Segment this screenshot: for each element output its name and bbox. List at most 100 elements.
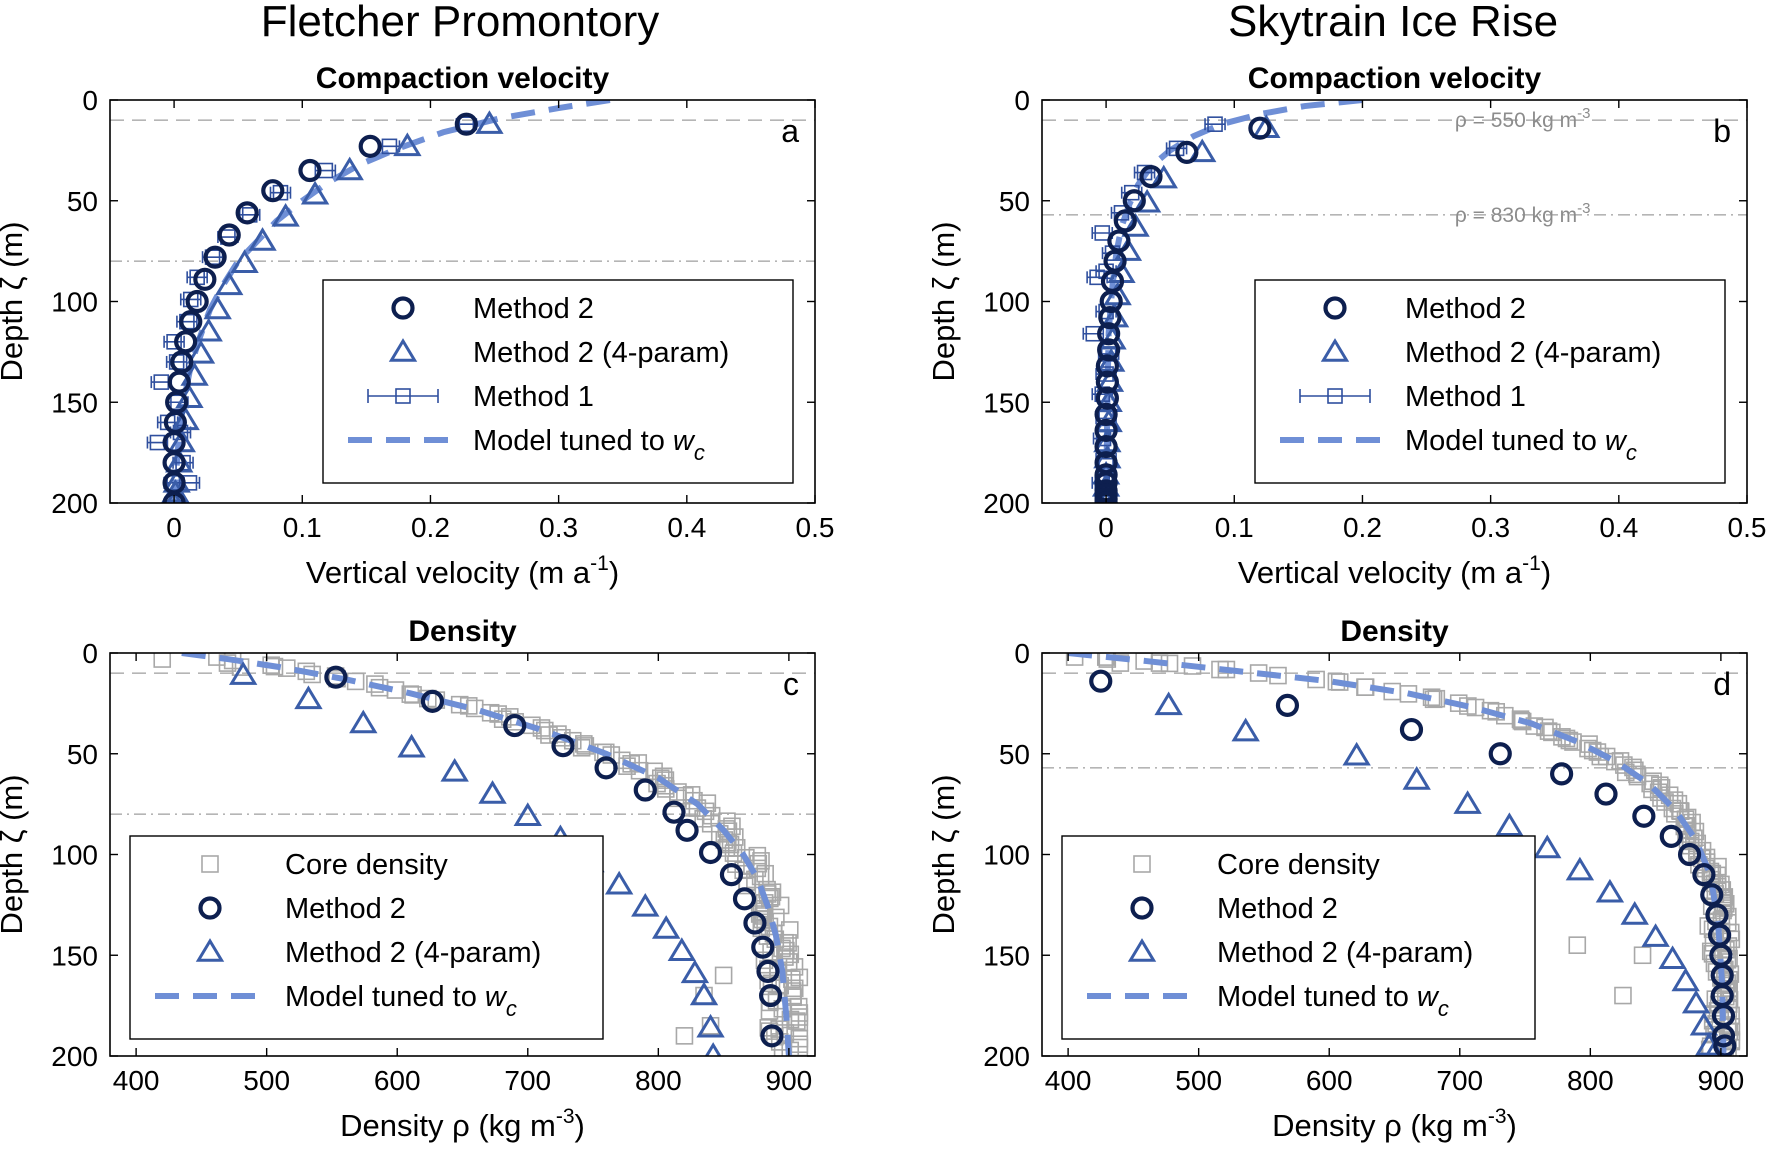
series-method-2-4param (1091, 114, 1281, 503)
legend-core-swatch (201, 855, 219, 873)
y-tick-label: 200 (51, 488, 98, 519)
core-density-point (1560, 731, 1579, 750)
method-1-point (458, 116, 475, 132)
x-tick-label: 0 (166, 512, 182, 543)
panel-letter: c (783, 666, 799, 702)
core-density-point (781, 1010, 800, 1029)
y-axis-label: Depth ζ (m) (926, 221, 961, 381)
legend-method2-swatch (391, 296, 415, 320)
plot-area (153, 653, 809, 1056)
method-2-point (675, 818, 699, 842)
core-density-point (714, 966, 733, 985)
density-annotation-0: ρ = 550 kg m-3 (1455, 105, 1591, 132)
x-axis-label: Density ρ (kg m-3) (340, 1105, 585, 1143)
x-tick-label: 800 (635, 1065, 682, 1096)
method-2-4param-point (1641, 923, 1670, 947)
method-2-point (1095, 370, 1119, 394)
method-2-point (193, 267, 217, 291)
method-2-4param-point (1231, 717, 1260, 742)
legend-label-sub: c (694, 440, 705, 465)
method-1-point (166, 333, 182, 350)
panels: Compaction velocity 0 0.1 0.2 0.3 0.4 0.5 0 50 10… (0, 62, 1766, 1143)
x-tick-label: 500 (1175, 1065, 1222, 1096)
method-2-point (1122, 189, 1146, 213)
x-tick-label: 0.4 (667, 512, 706, 543)
panel-letter: a (781, 113, 799, 149)
method-2-4param-point (1154, 691, 1183, 716)
method-2-4param-point (393, 132, 422, 157)
method-2-4param-point (680, 959, 710, 984)
density-annotation-1: ρ = 830 kg m-3 (1455, 200, 1591, 227)
method-2-4param-point (696, 1013, 725, 1038)
x-axis-label-sup: -1 (1522, 552, 1541, 575)
method-2-point (1175, 140, 1199, 164)
plot-area (146, 100, 611, 503)
core-density-point (755, 951, 774, 970)
method-2-4param-point (475, 110, 504, 134)
legend: Core density Method 2 Method 2 (4-param) Mo… (129, 835, 604, 1040)
method-2-4param-point (1658, 945, 1687, 970)
legend-label-method2_4param: Method 2 (4-param) (1405, 337, 1661, 369)
core-density-point (676, 786, 694, 805)
method-2-4param-point (294, 685, 323, 710)
x-tick-label: 600 (374, 1065, 421, 1096)
core-density-point (1633, 946, 1652, 965)
panel-d: Density 400 500 600 700 800 900 0 50 100 150 200 Den… (926, 615, 1748, 1143)
legend-label-method2: Method 2 (1405, 293, 1526, 325)
panel-a: Compaction velocity 0 0.1 0.2 0.3 0.4 0.5 0 50 10… (0, 62, 834, 590)
legend-method-1-swatch (395, 388, 411, 404)
core-density-point (675, 1027, 694, 1045)
column-title-fletcher: Fletcher Promontory (261, 0, 660, 46)
legend-box (1254, 279, 1726, 484)
annotation-text: ρ = 550 kg m (1455, 109, 1577, 132)
x-tick-label: 900 (766, 1065, 813, 1096)
legend-box (322, 279, 794, 484)
method-2-point (719, 863, 744, 887)
y-tick-label: 150 (983, 387, 1030, 418)
x-tick-label: 0.3 (1471, 512, 1510, 543)
legend-label-text: Method 2 (4-param) (473, 337, 729, 369)
x-axis-label-tail: ) (575, 1108, 585, 1143)
x-axis-label-main: Density ρ (kg m (1272, 1108, 1488, 1143)
core-density-point (776, 948, 794, 966)
legend-label-text: Core density (1217, 849, 1380, 881)
core-density-point (1614, 986, 1632, 1005)
x-tick-label: 0.2 (411, 512, 450, 543)
method-2-4param-point (397, 733, 426, 758)
method-2-point (1095, 354, 1119, 378)
method-2-4param-point (1121, 213, 1150, 237)
panel-title: Compaction velocity (1248, 62, 1542, 95)
legend-method2_4param-swatch (195, 938, 225, 962)
legend-method2_4param-swatch (388, 338, 418, 362)
y-tick-label: 50 (999, 739, 1030, 770)
x-axis-label-main: Vertical velocity (m a (1238, 555, 1523, 590)
method-2-point (662, 800, 686, 824)
method-2-point (261, 179, 285, 203)
method-2-4param-point (478, 780, 507, 804)
method-2-4param-point (1149, 164, 1178, 189)
method-2-4param-point (228, 661, 258, 685)
method-2-point (162, 491, 186, 503)
panel-title: Compaction velocity (316, 62, 610, 95)
method-2-point (1089, 669, 1113, 693)
x-tick-label: 0.5 (796, 512, 835, 543)
method-2-point (1097, 322, 1121, 346)
method-2-4param-point (230, 249, 259, 273)
panel-letter: b (1713, 113, 1731, 149)
x-tick-label: 0.5 (1728, 512, 1767, 543)
y-tick-label: 150 (51, 940, 98, 971)
method-2-point (759, 983, 783, 1008)
legend-label-text: Method 2 (1405, 293, 1526, 325)
y-tick-label: 100 (983, 840, 1030, 871)
annotation-sup: -3 (1577, 200, 1590, 217)
method-2-point (751, 935, 775, 959)
method-2-point (217, 223, 241, 247)
method-2-point (1399, 717, 1424, 742)
method-2-4param-point (1342, 741, 1371, 766)
y-axis-label: Depth ζ (m) (0, 774, 29, 934)
legend-method2-swatch (1130, 896, 1154, 920)
core-density-point (1588, 743, 1607, 761)
legend-label-model: Model tuned to wc (1405, 425, 1637, 465)
method-2-point (1139, 164, 1163, 189)
